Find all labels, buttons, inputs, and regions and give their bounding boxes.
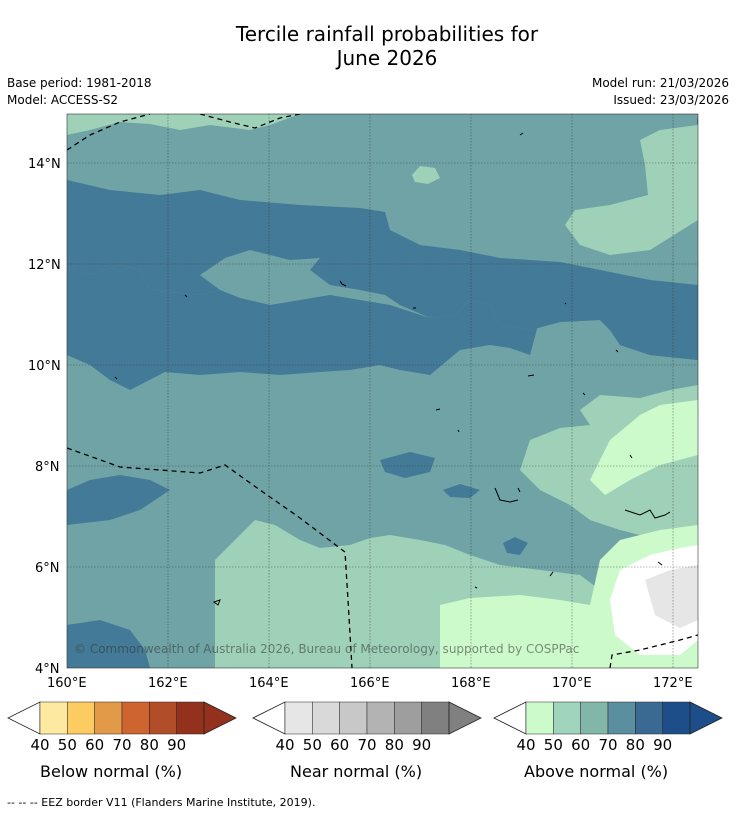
- lat-label-8n: 8°N: [35, 460, 60, 475]
- colorbar-0-swatch-3: [121, 701, 150, 735]
- colorbar-1-swatch-4: [394, 701, 422, 735]
- map-area: © Commonwealth of Australia 2026, Bureau…: [67, 114, 698, 668]
- region-above-70-left: [67, 475, 170, 525]
- colorbar-2-tick-0: 40: [516, 736, 536, 754]
- region-above-70-band: [67, 180, 698, 360]
- colorbar-1-tick-2: 60: [330, 736, 350, 754]
- colorbar-2-tick-5: 90: [653, 736, 673, 754]
- eez-footnote: -- -- -- EEZ border V11 (Flanders Marine…: [7, 796, 316, 809]
- colorbar-0-swatch-4: [149, 701, 177, 735]
- lat-label-4n: 4°N: [35, 662, 60, 677]
- lat-label-6n: 6°N: [35, 561, 60, 576]
- region-above-50-topleft: [67, 114, 300, 135]
- colorbar-0-tick-1: 50: [57, 736, 77, 754]
- region-above-70-islet-a: [380, 452, 435, 478]
- colorbar-0-under-arrow: [7, 701, 41, 735]
- colorbar-0-tick-2: 60: [85, 736, 105, 754]
- colorbar-1-tick-3: 70: [357, 736, 377, 754]
- colorbar-0-over-arrow: [203, 701, 237, 735]
- colorbar-0-swatch-2: [94, 701, 123, 735]
- lon-label-160e: 160°E: [47, 676, 87, 691]
- colorbar-2-swatch-3: [607, 701, 636, 735]
- colorbar-2-over-arrow: [689, 701, 723, 735]
- region-above-70-islet-c: [503, 537, 528, 555]
- map-frame: [66, 113, 699, 669]
- title-line-2: June 2026: [336, 46, 438, 70]
- lon-label-162e: 162°E: [148, 676, 188, 691]
- lon-label-166e: 166°E: [350, 676, 390, 691]
- region-above-50-islet: [412, 166, 440, 184]
- colorbar-0-tick-5: 90: [167, 736, 187, 754]
- colorbars: [7, 701, 723, 735]
- colorbar-2-tick-2: 60: [571, 736, 591, 754]
- colorbar-0-tick-4: 80: [139, 736, 159, 754]
- forecast-map: © Commonwealth of Australia 2026, Bureau…: [28, 113, 699, 691]
- model-name: Model: ACCESS-S2: [7, 93, 119, 107]
- colorbar-2-swatch-1: [553, 701, 581, 735]
- colorbar-2-swatch-0: [525, 701, 554, 735]
- colorbar-1-swatch-1: [312, 701, 340, 735]
- region-above-70-mid: [67, 265, 698, 390]
- lat-label-12n: 12°N: [28, 258, 61, 273]
- eez-borders: [67, 114, 698, 668]
- meta-right: Model run: 21/03/2026 Issued: 23/03/2026: [592, 75, 729, 109]
- colorbar-2-label: Above normal (%): [524, 762, 669, 781]
- region-near-normal: [645, 565, 698, 628]
- copyright-text: © Commonwealth of Australia 2026, Bureau…: [74, 642, 579, 656]
- lon-label-170e: 170°E: [552, 676, 592, 691]
- colorbar-2-under-arrow: [493, 701, 527, 735]
- region-above-50-top: [67, 114, 698, 255]
- colorbar-0-swatch-1: [67, 701, 95, 735]
- meta-left: Base period: 1981-2018 Model: ACCESS-S2: [7, 75, 152, 109]
- issued-date: Issued: 23/03/2026: [613, 93, 729, 107]
- region-above-70-bottomleft: [67, 620, 150, 668]
- colorbar-1-swatch-5: [421, 701, 450, 735]
- base-period: Base period: 1981-2018: [7, 76, 152, 90]
- colorbar-1-tick-0: 40: [275, 736, 295, 754]
- colorbar-2-tick-1: 50: [543, 736, 563, 754]
- colorbar-2-swatch-4: [635, 701, 663, 735]
- colorbar-2-swatch-2: [580, 701, 609, 735]
- colorbar-2-tick-4: 80: [625, 736, 645, 754]
- colorbar-1-swatch-3: [366, 701, 395, 735]
- colorbar-2-tick-3: 70: [598, 736, 618, 754]
- colorbar-1-under-arrow: [252, 701, 286, 735]
- chart-title: Tercile rainfall probabilities for June …: [0, 22, 736, 70]
- colorbar-1-tick-1: 50: [302, 736, 322, 754]
- colorbar-2-swatch-5: [662, 701, 691, 735]
- colorbar-0-swatch-0: [39, 701, 68, 735]
- colorbar-0-label: Below normal (%): [40, 762, 183, 781]
- model-run: Model run: 21/03/2026: [591, 76, 729, 90]
- title-line-1: Tercile rainfall probabilities for: [235, 22, 539, 46]
- colorbar-1-tick-5: 90: [412, 736, 432, 754]
- region-above-40-right: [590, 400, 698, 495]
- lon-label-168e: 168°E: [451, 676, 491, 691]
- lat-label-14n: 14°N: [28, 157, 61, 172]
- colorbar-0-swatch-5: [176, 701, 205, 735]
- colorbar-1-swatch-2: [339, 701, 368, 735]
- colorbar-0-tick-0: 40: [30, 736, 50, 754]
- lon-label-164e: 164°E: [249, 676, 289, 691]
- lat-label-10n: 10°N: [28, 359, 61, 374]
- colorbar-0-tick-3: 70: [112, 736, 132, 754]
- lon-label-172e: 172°E: [653, 676, 693, 691]
- colorbar-1-tick-4: 80: [384, 736, 404, 754]
- colorbar-1-swatch-0: [284, 701, 313, 735]
- colorbar-1-over-arrow: [448, 701, 482, 735]
- graticule: [67, 114, 698, 668]
- islands: [114, 118, 698, 606]
- colorbar-1-label: Near normal (%): [290, 762, 423, 781]
